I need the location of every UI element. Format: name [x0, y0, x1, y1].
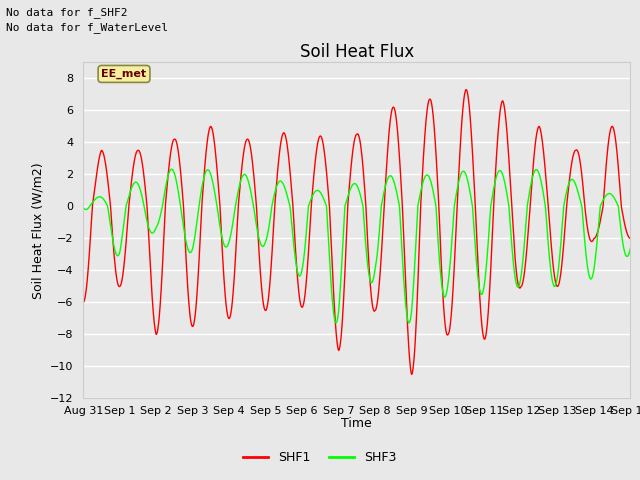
SHF3	[168, 166, 175, 172]
X-axis label: Time: Time	[341, 418, 372, 431]
Text: EE_met: EE_met	[101, 69, 147, 79]
SHF3	[488, 197, 495, 203]
SHF3	[408, 308, 415, 314]
SHF1	[627, 236, 634, 241]
SHF1	[462, 87, 470, 93]
SHF3	[332, 320, 340, 326]
SHF1	[435, 211, 443, 216]
Text: No data for f_WaterLevel: No data for f_WaterLevel	[6, 22, 168, 33]
SHF1	[488, 246, 495, 252]
SHF3	[435, 255, 443, 261]
Line: SHF1: SHF1	[83, 90, 630, 374]
SHF3	[79, 205, 87, 211]
SHF3	[529, 171, 537, 177]
SHF3	[179, 218, 186, 224]
SHF1	[408, 372, 415, 377]
SHF3	[289, 228, 296, 234]
SHF3	[627, 246, 634, 252]
Legend: SHF1, SHF3: SHF1, SHF3	[238, 446, 402, 469]
Y-axis label: Soil Heat Flux (W/m2): Soil Heat Flux (W/m2)	[31, 162, 44, 299]
SHF1	[529, 161, 537, 167]
Title: Soil Heat Flux: Soil Heat Flux	[300, 43, 414, 61]
SHF1	[79, 300, 87, 305]
SHF1	[179, 192, 186, 198]
Text: No data for f_SHF2: No data for f_SHF2	[6, 7, 128, 18]
Line: SHF3: SHF3	[83, 169, 630, 323]
SHF1	[289, 195, 296, 201]
SHF1	[408, 371, 415, 377]
